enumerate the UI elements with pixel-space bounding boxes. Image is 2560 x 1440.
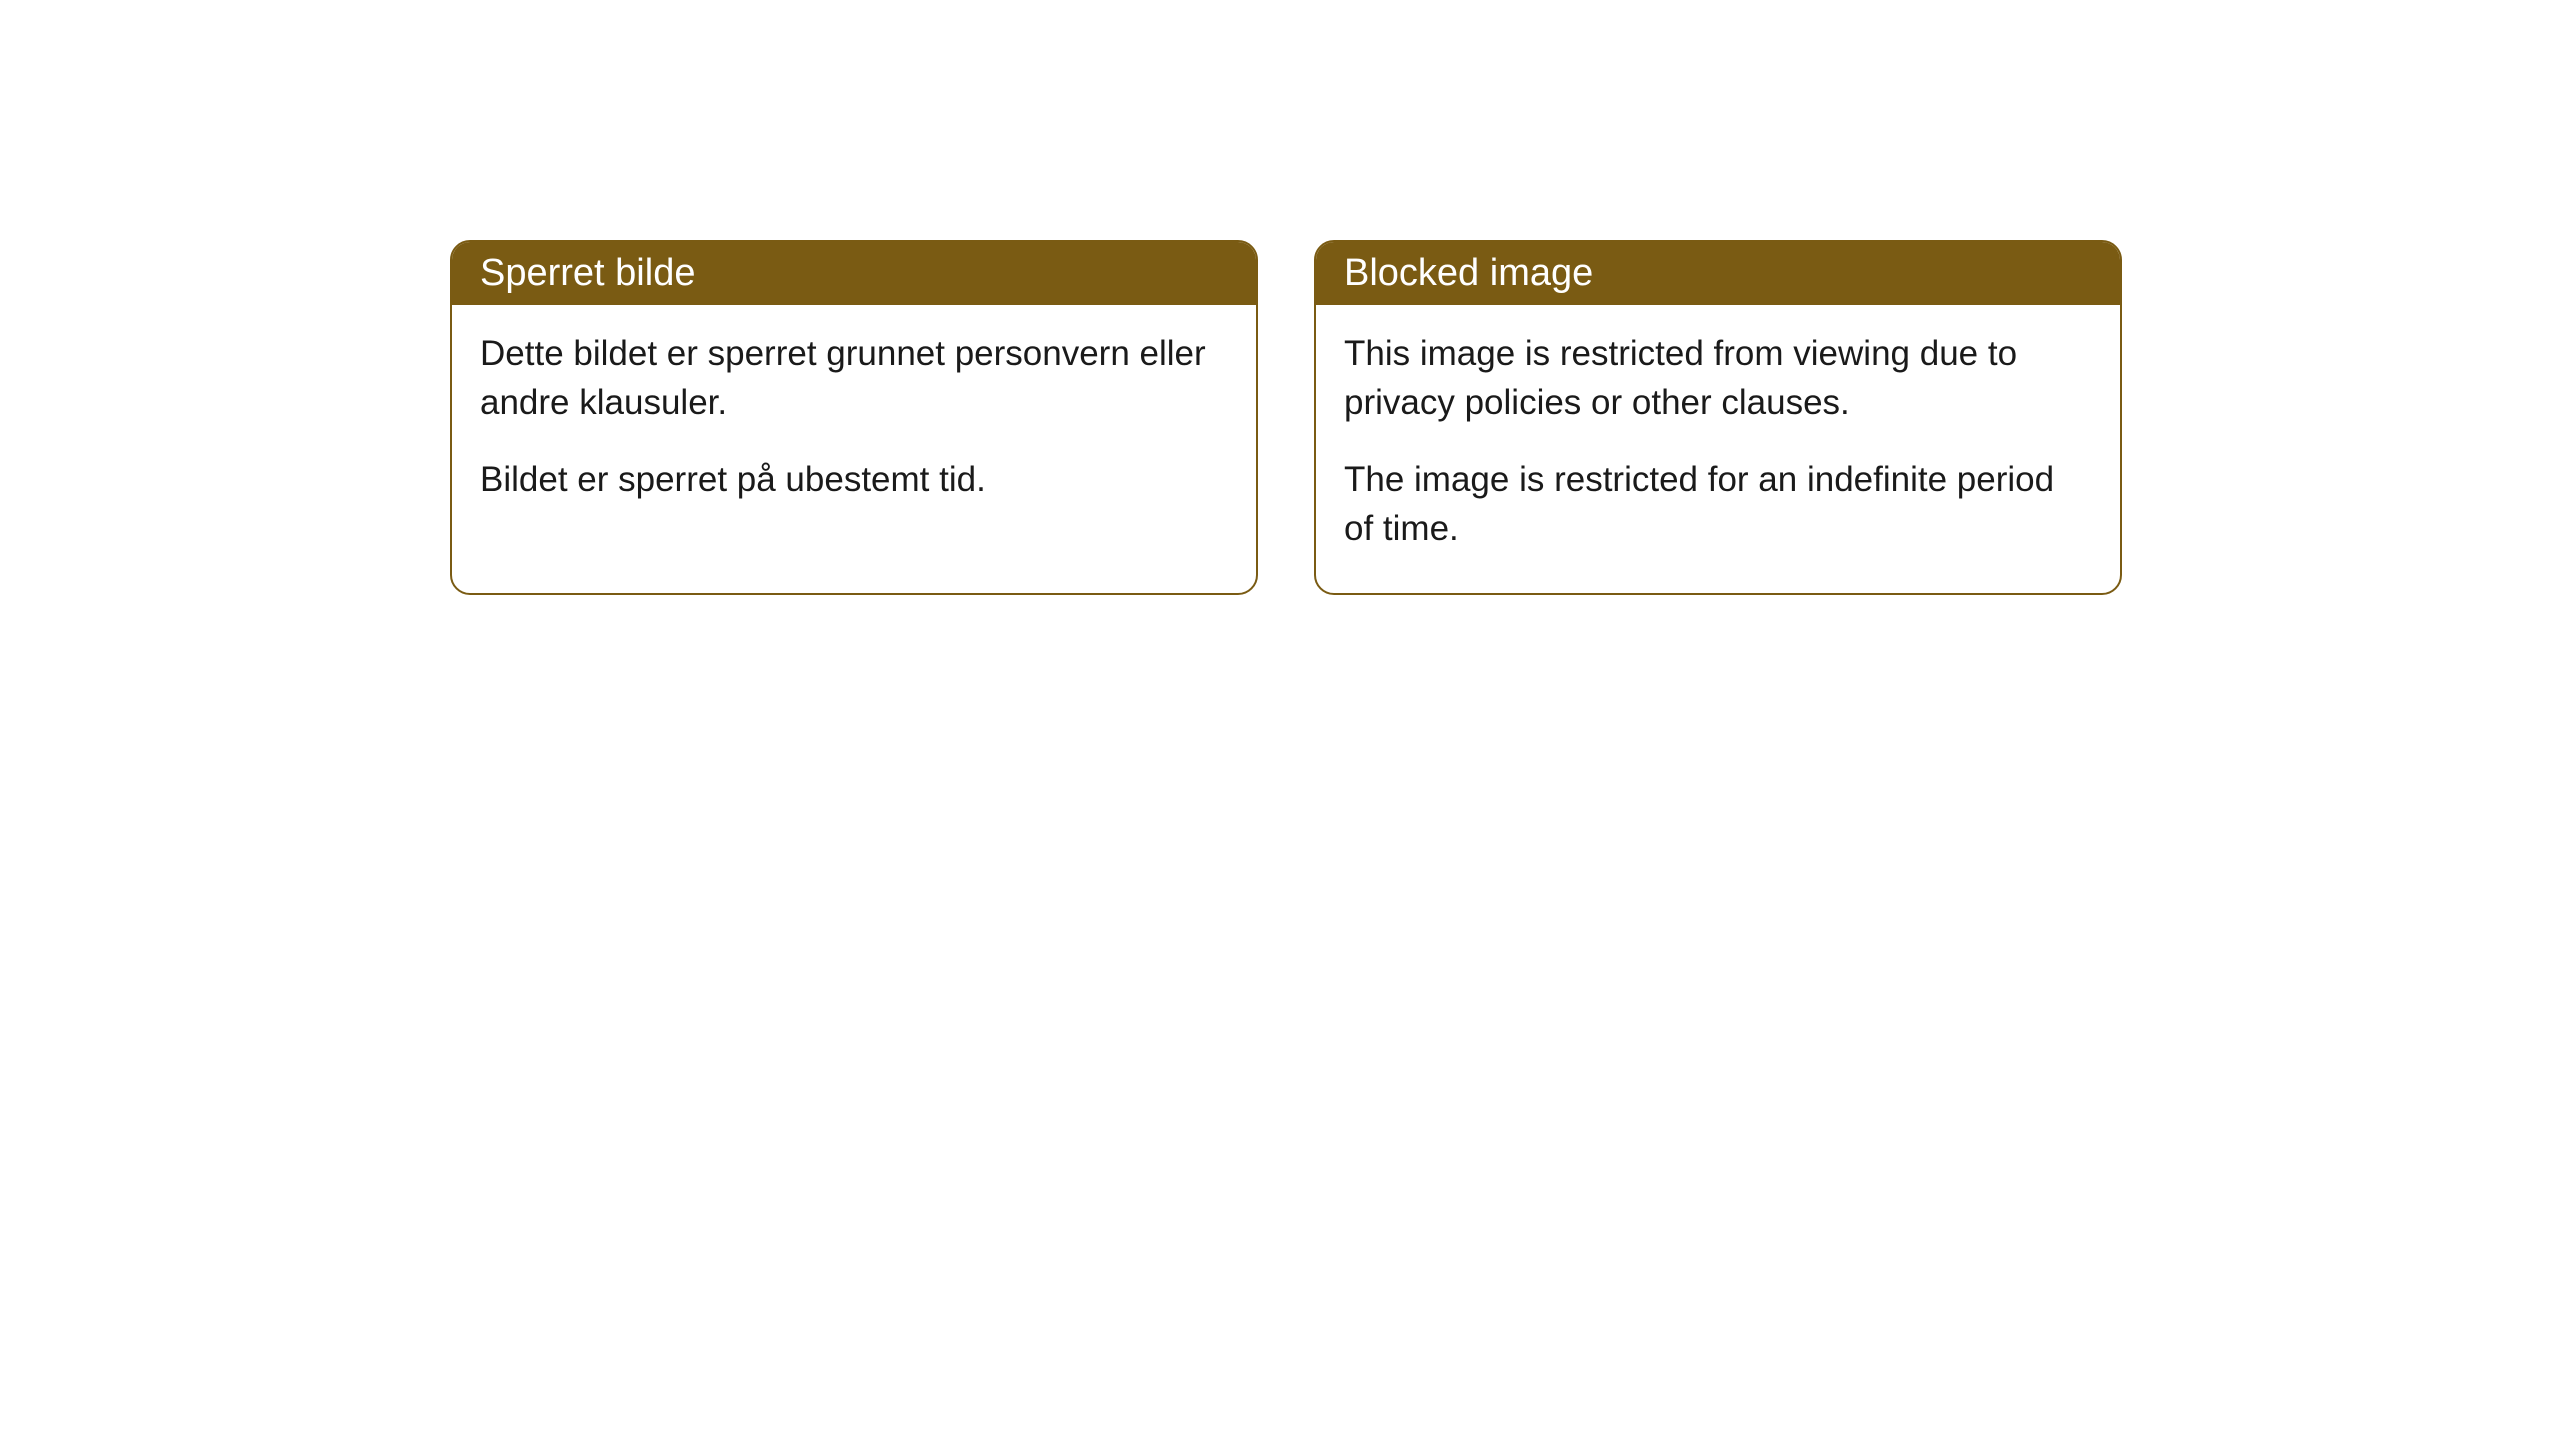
card-title: Sperret bilde xyxy=(480,252,695,294)
card-paragraph: This image is restricted from viewing du… xyxy=(1344,329,2092,427)
blocked-image-card-english: Blocked image This image is restricted f… xyxy=(1314,240,2122,595)
card-body: Dette bildet er sperret grunnet personve… xyxy=(452,305,1256,544)
card-paragraph: The image is restricted for an indefinit… xyxy=(1344,455,2092,553)
blocked-image-card-norwegian: Sperret bilde Dette bildet er sperret gr… xyxy=(450,240,1258,595)
card-paragraph: Bildet er sperret på ubestemt tid. xyxy=(480,455,1228,504)
card-title: Blocked image xyxy=(1344,252,1593,294)
card-body: This image is restricted from viewing du… xyxy=(1316,305,2120,593)
card-header: Sperret bilde xyxy=(452,242,1256,305)
card-paragraph: Dette bildet er sperret grunnet personve… xyxy=(480,329,1228,427)
card-header: Blocked image xyxy=(1316,242,2120,305)
cards-container: Sperret bilde Dette bildet er sperret gr… xyxy=(0,0,2560,595)
